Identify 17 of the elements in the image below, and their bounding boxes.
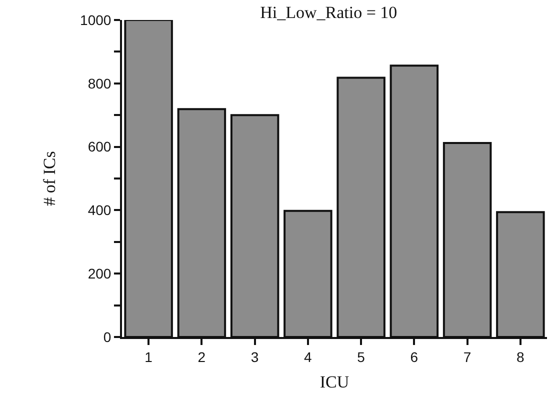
x-tick-label: 5 [357,348,366,365]
y-tick-label: 400 [88,202,112,218]
x-tick-label: 8 [516,348,525,365]
x-tick-label: 4 [304,348,312,365]
y-axis-title: # of ICs [40,151,60,206]
x-tick-label: 3 [250,348,259,365]
y-tick-label: 0 [103,328,112,345]
x-tick-label: 7 [463,348,472,365]
x-tick-label: 6 [410,348,418,365]
x-tick-label: 2 [198,348,206,365]
y-tick-label: 800 [88,75,112,92]
x-axis-title: ICU [320,372,350,392]
y-tick-label: 200 [88,266,112,282]
x-tick-label: 1 [144,348,153,365]
y-tick-label: 1000 [80,12,112,28]
chart-title: Hi_Low_Ratio = 10 [260,3,398,22]
y-tick-label: 600 [88,138,112,155]
